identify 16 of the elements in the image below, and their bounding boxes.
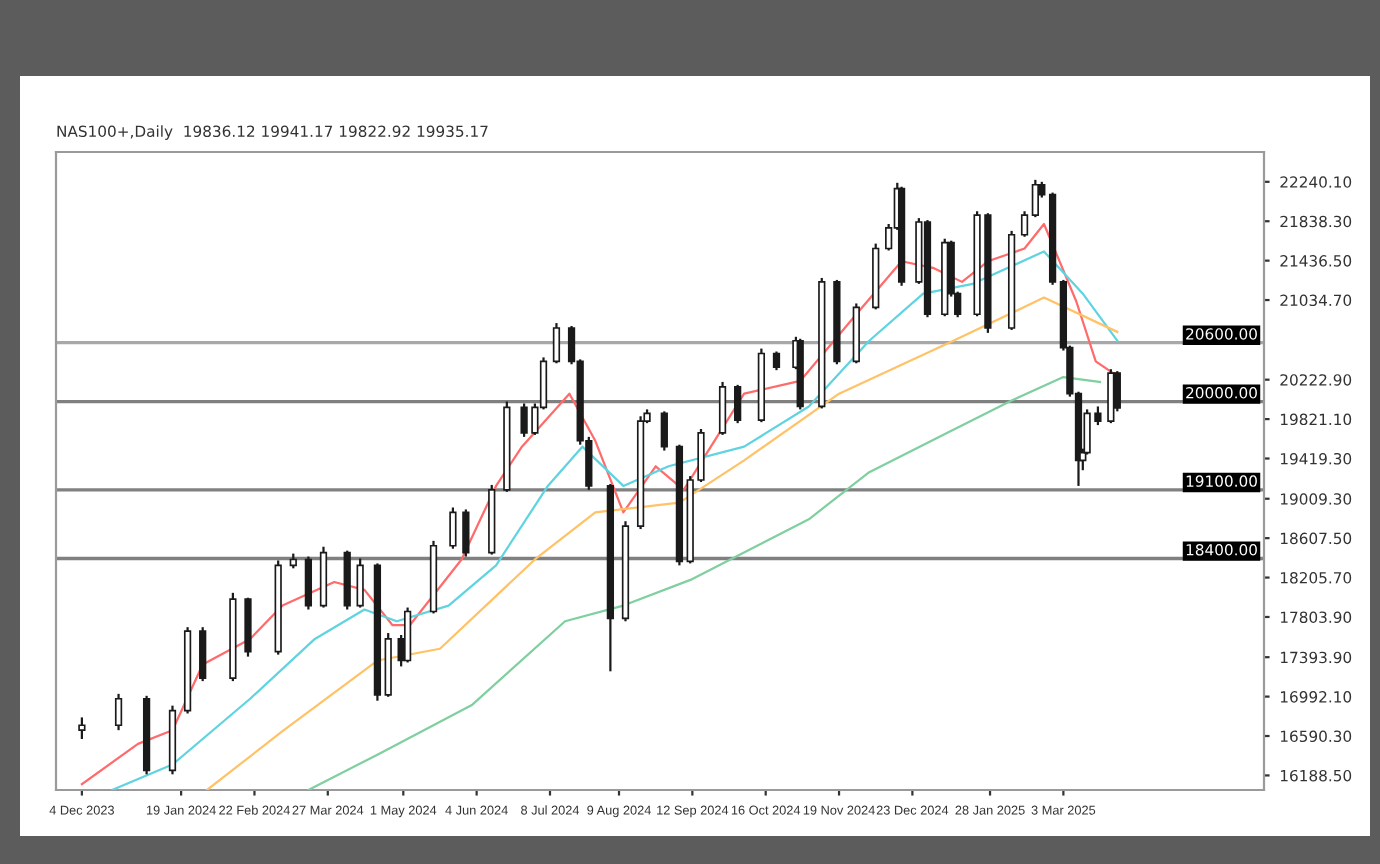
candlestick	[1031, 178, 1039, 219]
candlestick	[114, 692, 123, 732]
candlestick	[552, 321, 561, 365]
candlestick	[1020, 210, 1029, 238]
line-series	[205, 296, 1119, 790]
candlestick	[304, 555, 313, 611]
candlestick	[356, 557, 364, 609]
candlestick	[660, 410, 668, 452]
candlestick	[772, 350, 781, 372]
candlestick	[718, 380, 727, 437]
candlestick	[462, 508, 470, 558]
candlestick	[199, 626, 207, 683]
candlestick	[78, 716, 86, 741]
candlestick	[734, 383, 742, 425]
line-series	[307, 375, 1102, 790]
candlestick	[449, 506, 457, 550]
